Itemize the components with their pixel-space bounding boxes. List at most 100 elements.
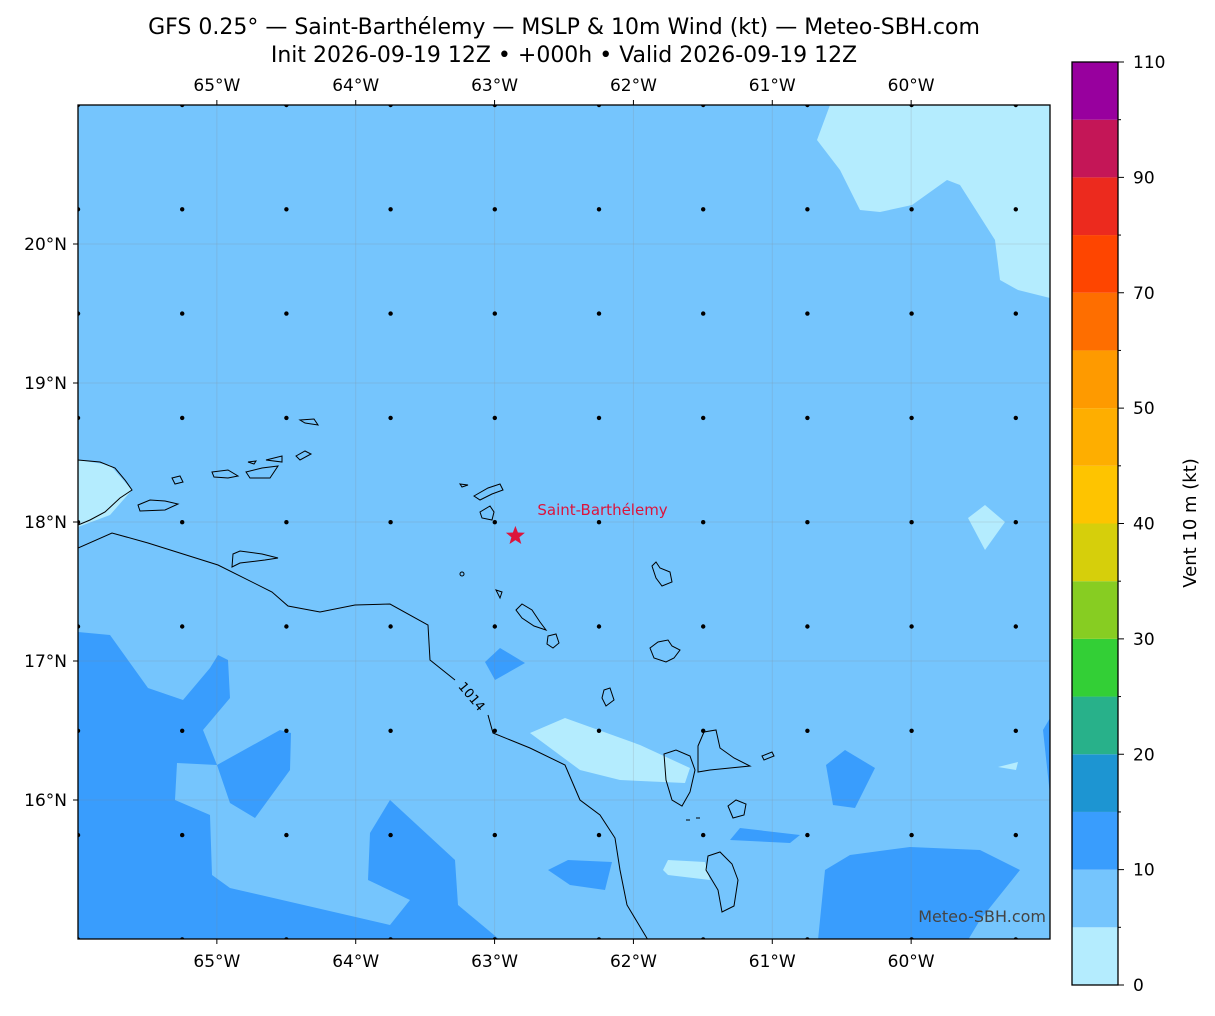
station-dot	[492, 207, 497, 212]
coastline	[479, 505, 495, 521]
title: GFS 0.25° — Saint-Barthélemy — MSLP & 10…	[148, 15, 980, 40]
station-dot	[909, 832, 914, 838]
station-dot	[596, 832, 602, 838]
colorbar-label: Vent 10 m (kt)	[1180, 458, 1201, 588]
station-dot	[284, 624, 289, 629]
colorbar-segment	[1072, 523, 1118, 582]
colorbar-tick-label: 10	[1133, 861, 1155, 881]
coastline	[459, 571, 465, 577]
x-tick-label: 63°W	[471, 76, 518, 96]
subtitle: Init 2026-09-19 12Z • +000h • Valid 2026…	[271, 43, 857, 68]
station-dot	[388, 311, 393, 316]
station-dot	[909, 624, 914, 629]
station-dot	[284, 520, 289, 525]
station-dot	[284, 311, 289, 316]
watermark: Meteo-SBH.com	[918, 907, 1046, 926]
station-dot	[492, 311, 497, 316]
station-dot	[284, 207, 289, 212]
wind-fill	[485, 648, 525, 680]
colorbar-segment	[1072, 465, 1118, 524]
station-dot	[388, 207, 393, 212]
station-dot	[1013, 415, 1018, 421]
wind-fill	[1043, 718, 1050, 795]
colorbar-segment	[1072, 869, 1118, 928]
station-dot	[805, 415, 810, 421]
station-dot	[180, 311, 185, 316]
station-dot	[596, 311, 602, 316]
coastline	[231, 550, 279, 568]
station-dot	[596, 415, 602, 421]
station-dot	[492, 728, 497, 733]
coastline	[137, 499, 180, 512]
station-dot	[909, 520, 914, 525]
coastline	[495, 589, 503, 600]
station-dot	[701, 207, 706, 212]
station-dot	[492, 624, 497, 629]
coastline	[78, 459, 133, 526]
colorbar-tick-label: 50	[1133, 399, 1155, 419]
x-tick-label: 62°W	[610, 76, 657, 96]
station-dot	[1013, 624, 1018, 629]
coastline	[171, 475, 184, 485]
wind-fill	[663, 860, 710, 880]
y-tick-label: 18°N	[24, 513, 67, 533]
wind-fill	[817, 105, 1050, 298]
station-dot	[596, 624, 602, 629]
colorbar: 0 10 20 30 40 50 70 90 110	[1071, 53, 1165, 996]
coastline	[686, 817, 700, 821]
colorbar-segment	[1072, 696, 1118, 755]
station-dot	[284, 832, 289, 838]
station-dot	[805, 624, 810, 629]
map-area: 1014 Meteo-SBH.com	[78, 105, 1050, 939]
wind-fill	[530, 718, 690, 783]
x-tick-label: 62°W	[610, 952, 657, 972]
station-dot	[388, 728, 393, 733]
coastline	[515, 603, 548, 631]
station-dot	[701, 728, 706, 733]
colorbar-tick-label: 90	[1133, 168, 1155, 188]
station-dot	[492, 520, 497, 525]
station-dot	[909, 415, 914, 421]
station-dot	[284, 728, 289, 733]
station-dot	[492, 415, 497, 421]
x-tick-label: 63°W	[471, 952, 518, 972]
station-dot	[805, 520, 810, 525]
coastline	[651, 561, 673, 587]
colorbar-segment	[1072, 927, 1118, 985]
x-tick-label: 61°W	[749, 952, 796, 972]
y-tick-label: 20°N	[24, 235, 67, 255]
coastline	[295, 450, 313, 461]
station-dot	[805, 207, 810, 212]
station-dot	[180, 728, 185, 733]
station-dot	[388, 624, 393, 629]
coastline	[663, 749, 696, 807]
station-dot	[909, 728, 914, 733]
station-dot	[284, 415, 289, 421]
x-tick-label: 65°W	[193, 76, 240, 96]
colorbar-tick-label: 40	[1133, 515, 1155, 535]
station-dot	[909, 207, 914, 212]
station-dot	[1013, 311, 1018, 316]
station-dot	[180, 415, 185, 421]
coastline	[458, 483, 469, 488]
station-dot	[805, 728, 810, 733]
colorbar-segment	[1072, 350, 1118, 409]
station-dot	[805, 832, 810, 838]
isobar	[78, 532, 648, 939]
station-dot	[492, 832, 497, 838]
coastlines	[78, 418, 775, 913]
coastline	[473, 483, 504, 501]
station-dot	[701, 832, 706, 838]
wind-fill	[78, 632, 499, 939]
colorbar-tick-label: 0	[1133, 976, 1144, 996]
station-dot	[180, 624, 185, 629]
colorbar-segment	[1072, 235, 1118, 293]
station-dot	[1013, 832, 1018, 838]
location-label: Saint-Barthélemy	[537, 501, 667, 519]
station-dot	[388, 832, 393, 838]
x-tick-label: 64°W	[332, 952, 379, 972]
station-dot	[596, 207, 602, 212]
y-tick-label: 19°N	[24, 374, 67, 394]
colorbar-segment	[1072, 638, 1118, 697]
